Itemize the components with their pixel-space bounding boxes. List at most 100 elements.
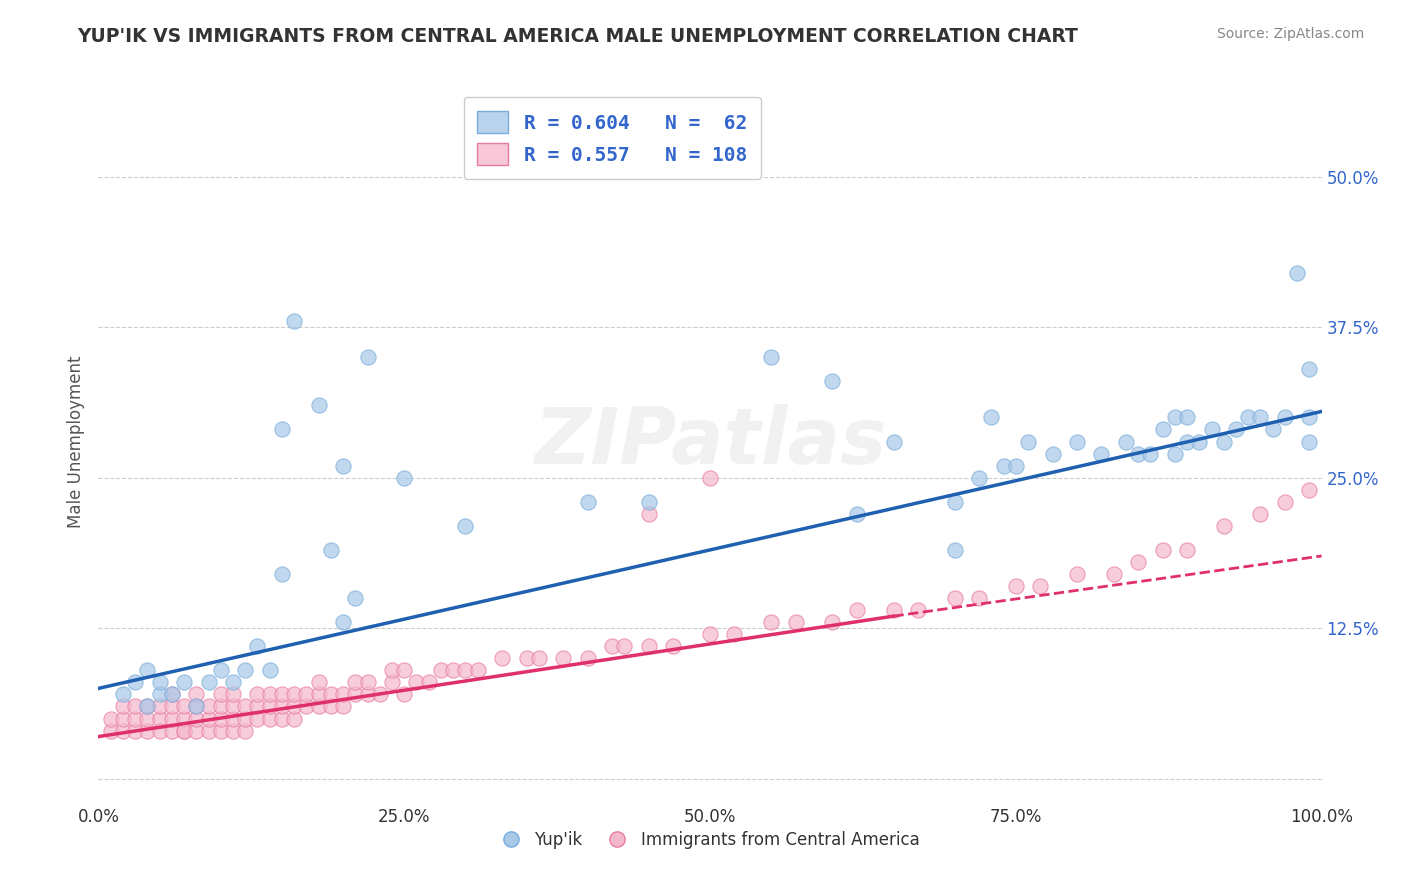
Point [1249,410,1271,425]
Point [197,675,219,690]
Point [233,723,256,738]
Point [160,699,183,714]
Point [1201,422,1223,436]
Point [699,627,721,641]
Point [821,615,844,630]
Point [111,712,134,726]
Point [1066,434,1088,449]
Point [381,675,404,690]
Point [467,664,489,678]
Point [246,712,269,726]
Point [381,664,404,678]
Point [1298,410,1320,425]
Point [270,699,294,714]
Point [1139,446,1161,460]
Point [160,687,183,701]
Point [319,542,342,557]
Point [124,675,146,690]
Point [209,687,232,701]
Point [491,651,513,665]
Point [295,687,318,701]
Point [637,494,661,508]
Point [662,639,685,653]
Point [124,712,146,726]
Point [136,723,159,738]
Point [392,470,416,484]
Point [1298,483,1320,497]
Point [600,639,623,653]
Point [392,687,416,701]
Point [160,687,183,701]
Point [1286,266,1309,280]
Point [136,664,159,678]
Point [845,603,868,617]
Point [197,712,219,726]
Point [1128,446,1150,460]
Point [405,675,427,690]
Point [441,664,464,678]
Point [943,591,966,606]
Point [723,627,745,641]
Point [233,699,256,714]
Point [967,591,990,606]
Point [259,687,281,701]
Point [259,664,281,678]
Point [1152,422,1174,436]
Point [613,639,636,653]
Point [430,664,453,678]
Point [637,639,661,653]
Point [149,723,172,738]
Point [1212,434,1234,449]
Point [270,567,294,582]
Point [173,723,195,738]
Point [149,699,172,714]
Point [785,615,807,630]
Point [308,675,330,690]
Point [186,699,208,714]
Point [1042,446,1064,460]
Point [356,675,378,690]
Point [332,699,354,714]
Point [270,712,294,726]
Point [943,494,966,508]
Point [1175,542,1198,557]
Point [356,350,378,364]
Point [246,639,269,653]
Point [344,675,367,690]
Point [344,687,367,701]
Point [283,712,305,726]
Point [943,542,966,557]
Point [246,699,269,714]
Point [283,314,305,328]
Point [392,664,416,678]
Point [1004,458,1026,473]
Point [332,615,354,630]
Point [197,699,219,714]
Point [100,723,122,738]
Point [222,723,245,738]
Point [1212,518,1234,533]
Point [1175,434,1198,449]
Point [308,699,330,714]
Point [173,723,195,738]
Point [967,470,990,484]
Point [283,687,305,701]
Point [454,664,477,678]
Point [1164,446,1187,460]
Point [1188,434,1211,449]
Point [332,458,354,473]
Point [319,687,342,701]
Point [173,712,195,726]
Point [222,675,245,690]
Point [980,410,1002,425]
Point [270,422,294,436]
Point [186,712,208,726]
Point [1152,542,1174,557]
Point [332,687,354,701]
Point [209,699,232,714]
Point [222,687,245,701]
Point [418,675,440,690]
Point [1066,567,1088,582]
Point [173,699,195,714]
Text: Source: ZipAtlas.com: Source: ZipAtlas.com [1216,27,1364,41]
